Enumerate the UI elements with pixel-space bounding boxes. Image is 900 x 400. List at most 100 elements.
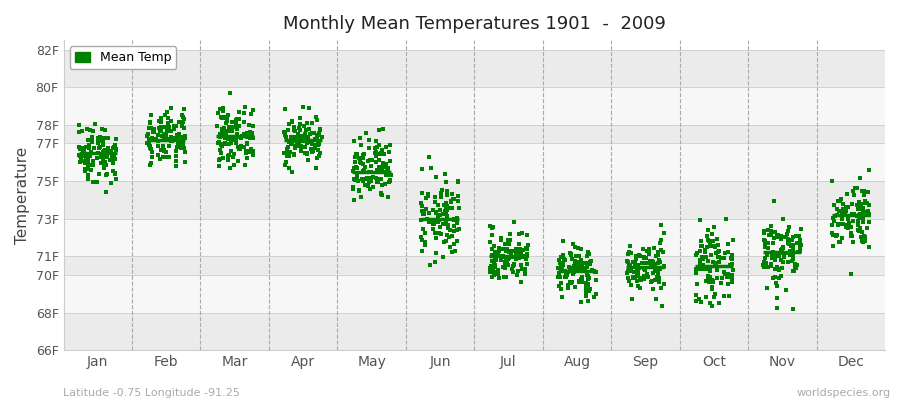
Point: [654, 222, 669, 229]
Point: [229, 124, 243, 130]
Point: [382, 177, 397, 184]
Point: [786, 268, 800, 274]
Point: [780, 259, 795, 266]
Point: [718, 270, 733, 277]
Point: [856, 214, 870, 221]
Point: [221, 112, 236, 118]
Point: [647, 277, 662, 283]
Point: [621, 259, 635, 265]
Point: [450, 215, 464, 221]
Point: [559, 271, 573, 277]
Point: [74, 157, 88, 163]
Point: [785, 237, 799, 244]
Point: [97, 159, 112, 165]
Point: [156, 154, 170, 160]
Point: [296, 133, 310, 139]
Point: [369, 152, 383, 159]
Point: [381, 165, 395, 172]
Point: [213, 132, 228, 138]
Point: [447, 248, 462, 254]
Point: [711, 242, 725, 248]
Point: [626, 275, 640, 281]
Point: [635, 260, 650, 266]
Point: [161, 120, 176, 126]
Point: [429, 209, 444, 215]
Point: [291, 135, 305, 141]
Point: [697, 256, 711, 262]
Point: [558, 268, 572, 275]
Point: [793, 240, 807, 246]
Point: [794, 242, 808, 248]
Point: [589, 268, 603, 275]
Point: [626, 258, 641, 265]
Point: [583, 286, 598, 292]
Point: [302, 105, 317, 112]
Point: [300, 120, 314, 126]
Point: [836, 221, 850, 227]
Point: [506, 254, 520, 260]
Point: [760, 285, 775, 291]
Point: [439, 207, 454, 214]
Point: [824, 178, 839, 184]
Point: [96, 150, 111, 156]
Point: [347, 158, 362, 165]
Point: [793, 246, 807, 253]
Point: [757, 264, 771, 270]
Point: [724, 272, 739, 278]
Point: [426, 207, 440, 214]
Title: Monthly Mean Temperatures 1901  -  2009: Monthly Mean Temperatures 1901 - 2009: [283, 15, 666, 33]
Point: [433, 224, 447, 230]
Point: [502, 241, 517, 247]
Point: [773, 256, 788, 263]
Point: [780, 250, 795, 256]
Point: [246, 123, 260, 129]
Point: [431, 219, 446, 226]
Point: [702, 277, 716, 284]
Point: [579, 267, 593, 274]
Point: [844, 211, 859, 218]
Point: [484, 258, 499, 264]
Point: [784, 243, 798, 249]
Point: [770, 304, 784, 311]
Point: [579, 260, 593, 266]
Point: [142, 142, 157, 148]
Point: [497, 274, 511, 280]
Point: [72, 144, 86, 151]
Point: [223, 126, 238, 132]
Point: [229, 136, 243, 143]
Point: [279, 134, 293, 140]
Point: [760, 245, 775, 252]
Point: [826, 243, 841, 249]
Point: [431, 217, 446, 224]
Point: [838, 209, 852, 216]
Point: [503, 237, 517, 244]
Point: [588, 269, 602, 276]
Point: [176, 141, 191, 147]
Point: [295, 135, 310, 141]
Point: [757, 237, 771, 243]
Point: [776, 259, 790, 265]
Point: [311, 130, 326, 136]
Point: [86, 128, 100, 134]
Point: [850, 202, 864, 208]
Point: [440, 188, 454, 194]
Point: [644, 278, 659, 284]
Point: [157, 147, 171, 154]
Point: [507, 219, 521, 226]
Point: [639, 260, 653, 266]
Point: [379, 144, 393, 150]
Point: [219, 132, 233, 138]
Point: [101, 145, 115, 151]
Point: [652, 275, 667, 281]
Point: [765, 274, 779, 281]
Point: [620, 275, 634, 282]
Point: [828, 233, 842, 240]
Point: [158, 112, 172, 118]
Point: [640, 248, 654, 254]
Point: [284, 136, 298, 143]
Point: [851, 228, 866, 234]
Point: [213, 140, 228, 147]
Point: [572, 264, 587, 270]
Point: [107, 170, 122, 176]
Point: [164, 134, 178, 140]
